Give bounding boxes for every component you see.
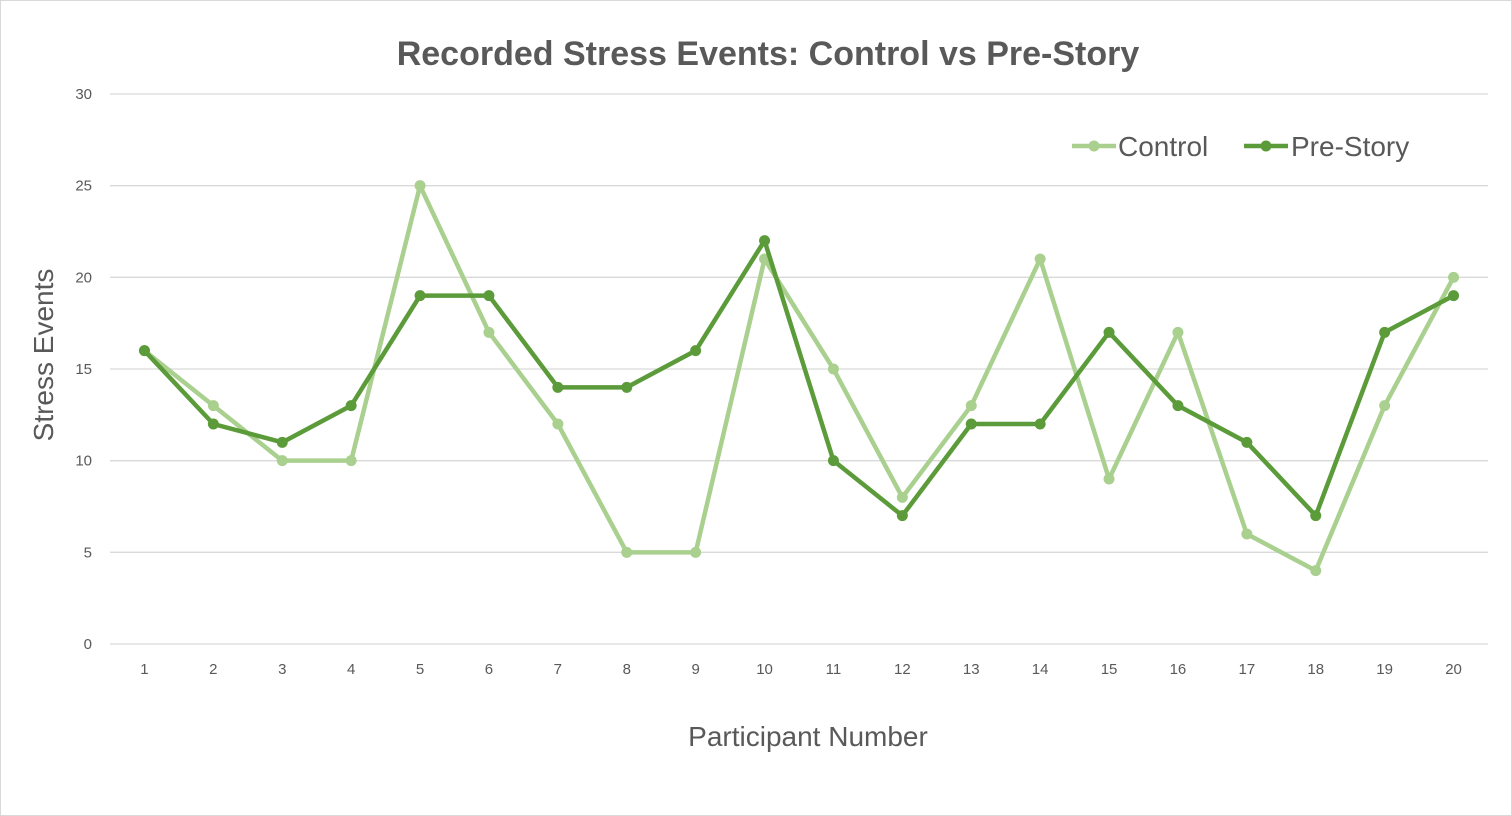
data-point: [276, 455, 288, 467]
data-point: [896, 510, 908, 522]
data-point: [1310, 565, 1322, 577]
x-tick-label: 15: [1101, 661, 1118, 678]
data-point: [1379, 400, 1391, 412]
y-tick-label: 25: [75, 178, 92, 195]
x-axis-label: Participant Number: [688, 721, 928, 752]
series-control: [138, 180, 1460, 577]
data-point: [690, 345, 702, 357]
gridlines: [110, 93, 1488, 645]
y-tick-label: 10: [75, 453, 92, 470]
y-axis-ticks: 0 5 10 15 20 25 30: [75, 86, 92, 653]
series-pre-story: [138, 235, 1460, 522]
data-point: [965, 400, 977, 412]
data-point: [483, 290, 495, 302]
x-tick-label: 5: [416, 661, 424, 678]
data-point: [414, 290, 426, 302]
data-point: [1172, 326, 1184, 338]
x-tick-label: 13: [963, 661, 980, 678]
data-point: [207, 400, 219, 412]
x-tick-label: 11: [826, 661, 842, 678]
chart-title: Recorded Stress Events: Control vs Pre-S…: [397, 35, 1140, 73]
data-point: [138, 345, 150, 357]
data-point: [621, 381, 633, 393]
x-axis-ticks: 1 2 3 4 5 6 7 8 9 10 11 12 13 14 15 16 17 18 19 20: [140, 661, 1462, 678]
data-point: [1034, 253, 1046, 265]
data-point: [759, 235, 771, 247]
legend-item: Pre-Story: [1244, 131, 1409, 162]
legend-marker: [1088, 140, 1100, 152]
data-point: [827, 455, 839, 467]
data-point: [276, 436, 288, 448]
data-point: [345, 400, 357, 412]
x-tick-label: 8: [623, 661, 631, 678]
legend-item: Control: [1072, 131, 1208, 162]
y-tick-label: 15: [75, 361, 92, 378]
x-tick-label: 10: [756, 661, 773, 678]
data-point: [965, 418, 977, 430]
legend-label: Pre-Story: [1291, 131, 1409, 162]
x-tick-label: 1: [140, 661, 148, 678]
legend-marker: [1260, 140, 1272, 152]
x-tick-label: 16: [1170, 661, 1187, 678]
y-tick-label: 30: [75, 86, 92, 103]
data-point: [690, 546, 702, 558]
x-tick-label: 6: [485, 661, 493, 678]
data-point: [1448, 271, 1460, 283]
data-point: [1172, 400, 1184, 412]
x-tick-label: 2: [209, 661, 217, 678]
data-point: [552, 381, 564, 393]
legend: Control Pre-Story: [1072, 131, 1409, 162]
x-tick-label: 9: [691, 661, 699, 678]
x-tick-label: 4: [347, 661, 355, 678]
data-point: [1448, 290, 1460, 302]
data-point: [1034, 418, 1046, 430]
data-point: [207, 418, 219, 430]
data-point: [345, 455, 357, 467]
data-point: [1103, 326, 1115, 338]
data-point: [552, 418, 564, 430]
data-point: [483, 326, 495, 338]
data-point: [621, 546, 633, 558]
x-tick-label: 14: [1032, 661, 1049, 678]
x-tick-label: 12: [894, 661, 911, 678]
data-point: [827, 363, 839, 375]
data-point: [896, 491, 908, 503]
series-layer: [138, 180, 1460, 577]
x-tick-label: 3: [278, 661, 286, 678]
x-tick-label: 20: [1445, 661, 1462, 678]
data-point: [414, 180, 426, 192]
data-point: [1103, 473, 1115, 485]
y-tick-label: 0: [84, 636, 92, 653]
x-tick-label: 17: [1239, 661, 1256, 678]
x-tick-label: 19: [1376, 661, 1393, 678]
legend-label: Control: [1118, 131, 1208, 162]
series-line: [142, 183, 1456, 573]
y-axis-label: Stress Events: [28, 269, 59, 442]
y-tick-label: 20: [75, 269, 92, 286]
x-tick-label: 18: [1307, 661, 1324, 678]
y-tick-label: 5: [84, 544, 92, 561]
series-line: [142, 238, 1456, 518]
data-point: [1241, 436, 1253, 448]
data-point: [1310, 510, 1322, 522]
data-point: [1241, 528, 1253, 540]
x-tick-label: 7: [554, 661, 562, 678]
data-point: [1379, 326, 1391, 338]
